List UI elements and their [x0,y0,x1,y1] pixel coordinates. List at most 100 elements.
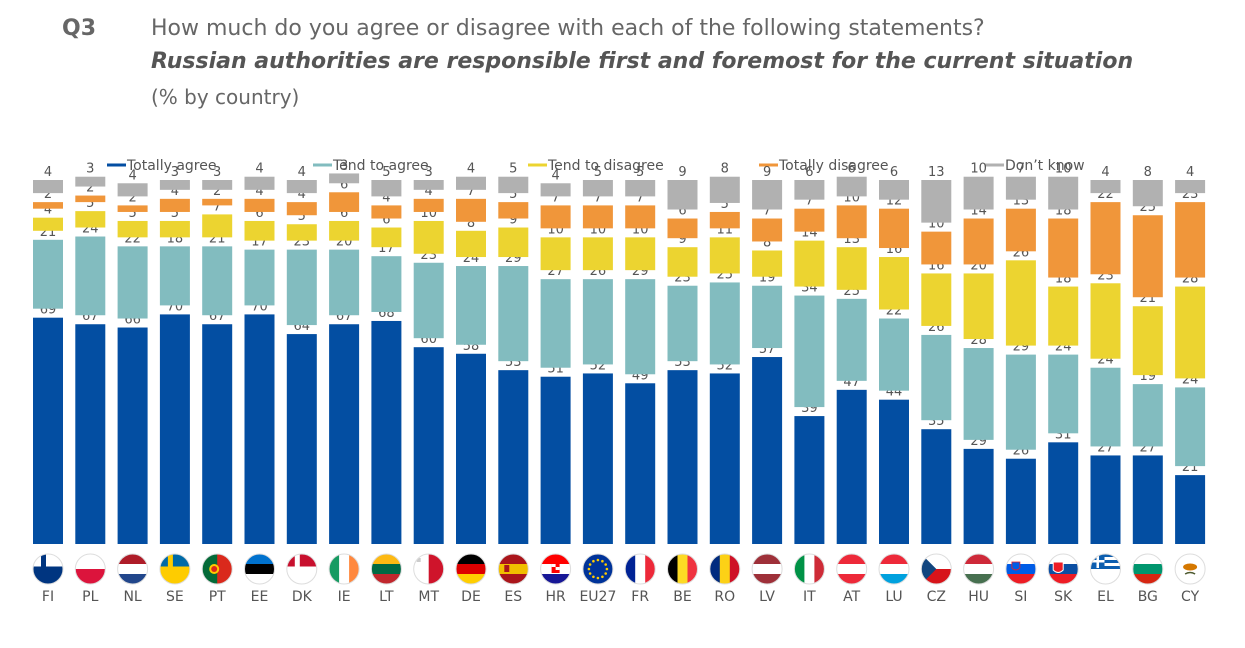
bar-segment [794,180,825,200]
data-label: 5 [636,165,644,180]
flag-outline [1174,553,1206,585]
legend-item: Tend to disagree [528,158,664,174]
bar-segment [709,176,740,203]
flag-outline [793,553,825,585]
data-label: 4 [551,168,559,183]
flag-icon [371,554,402,584]
data-label: 4 [298,165,306,180]
data-label: 3 [86,162,94,177]
bar-segment [202,246,233,316]
bar-segment [244,198,275,212]
flag-outline [455,553,487,585]
flag-icon [625,554,656,584]
bar-segment [879,257,909,310]
bar-segment [1090,283,1121,359]
country-label: MT [418,589,439,605]
flag-outline [74,553,106,585]
flag-icon [117,554,148,584]
data-label: 4 [467,162,475,177]
bar-segment [286,334,317,544]
data-label: 5 [298,209,306,224]
flag-icon [879,554,909,584]
data-label: 4 [128,168,136,183]
data-label: 4 [255,184,263,199]
data-label: 4 [382,190,390,205]
bar-segment [456,230,486,258]
flag-outline [1005,553,1037,585]
country-label: ES [504,589,522,605]
bar-segment [752,357,783,544]
bar-segment [921,180,952,223]
flag-icon [159,554,190,584]
country-label: AT [843,589,860,605]
country-label: HR [545,589,566,605]
bar-segment [117,220,148,238]
flag-outline [878,553,910,585]
bar-segment [371,227,402,248]
bar-segment [540,183,571,197]
flag-outline [667,553,698,585]
bar-segment [456,198,486,222]
data-label: 4 [1186,165,1194,180]
bar-segment [963,273,994,340]
data-label: 3 [213,165,221,180]
country-label: CZ [927,589,946,605]
data-label: 3 [340,158,348,173]
bar-segment [1175,387,1206,467]
bar-segment [921,334,952,421]
data-label: 6 [678,204,686,219]
data-label: 9 [763,165,771,180]
data-label: 2 [213,184,221,199]
bar-segment [202,198,233,206]
country-label: EU27 [579,589,616,605]
flag-outline [370,553,402,585]
bar-segment [413,180,444,190]
bar-segment [752,180,783,210]
bar-segment [159,220,190,238]
bar-segment [667,218,698,239]
bar-segment [33,202,63,209]
bar-segment [963,218,994,265]
bar-segment [879,318,909,391]
bar-segment [413,220,444,254]
data-label: 10 [970,162,987,177]
bar-segment [75,324,106,544]
flag-outline [920,553,952,585]
bar-segment [1048,176,1079,210]
data-label: 3 [425,165,433,180]
country-flags [32,553,1206,585]
flag-icon [1132,554,1163,584]
data-label: 6 [255,206,263,221]
bar-segment [1132,306,1163,376]
flag-outline [1132,553,1164,585]
legend-item: Totally disagree [759,158,889,174]
legend-label: Tend to agree [332,158,429,174]
bar-segment [329,249,360,316]
data-label: 2 [128,190,136,205]
bar-segment [667,247,698,277]
bar-segment [667,285,698,362]
flag-icon [413,554,444,584]
bar-segment [33,180,63,194]
bar-segment [1132,455,1163,544]
country-label: RO [714,589,735,605]
bar-segment [33,317,63,544]
data-label: 5 [171,206,179,221]
bar-segment [582,180,613,197]
data-label: 7 [467,184,475,199]
data-label: 5 [382,165,390,180]
flag-icon [286,554,317,584]
data-label: 8 [763,235,771,250]
data-label: 4 [171,184,179,199]
legend-label: Totally agree [126,158,216,174]
